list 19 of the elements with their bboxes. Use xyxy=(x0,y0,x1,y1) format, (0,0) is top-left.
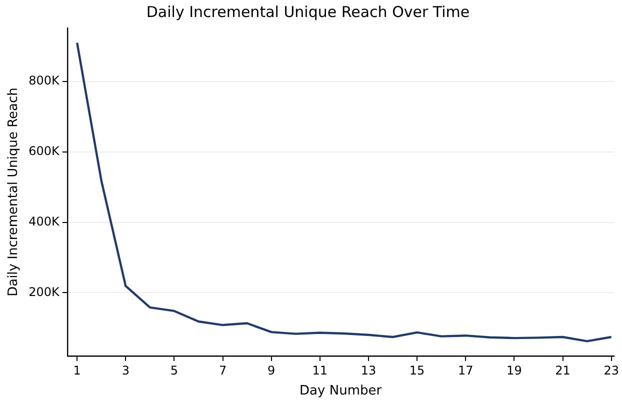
x-tick-label: 17 xyxy=(458,363,474,378)
x-tick-label: 19 xyxy=(506,363,522,378)
y-tick-label: 800K xyxy=(28,74,60,88)
y-tick-label: 200K xyxy=(28,284,60,299)
x-tick-label: 13 xyxy=(360,363,376,378)
x-tick-label: 7 xyxy=(218,363,227,378)
y-tick-label: 400K xyxy=(28,214,60,228)
y-tick-label: 600K xyxy=(28,144,60,158)
x-tick-label: 1 xyxy=(73,363,81,378)
y-axis-title: Daily Incremental Unique Reach xyxy=(6,88,22,296)
x-tick-label: 9 xyxy=(268,363,276,378)
x-tick-label: 23 xyxy=(604,363,619,378)
x-axis-title: Day Number xyxy=(300,384,382,399)
x-tick-label: 11 xyxy=(312,363,328,378)
x-tick-label: 5 xyxy=(170,363,178,378)
x-tick-label: 3 xyxy=(122,363,130,378)
chart-title: Daily Incremental Unique Reach Over Time xyxy=(146,2,470,21)
x-tick-label: 15 xyxy=(409,363,425,378)
x-tick-label: 21 xyxy=(555,363,570,378)
